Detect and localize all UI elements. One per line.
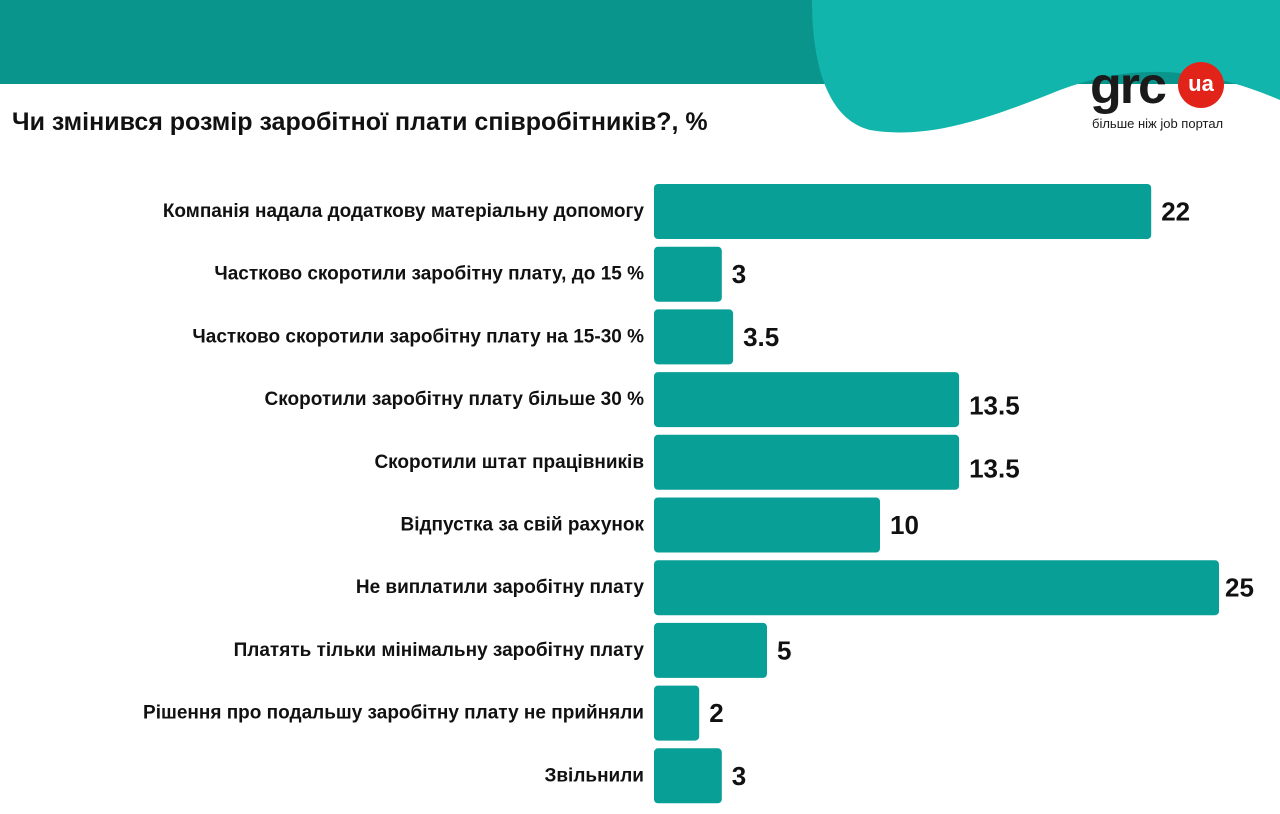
bar-value-6: 25 bbox=[1225, 573, 1254, 603]
bar-label-5: Відпустка за свій рахунок bbox=[400, 515, 644, 536]
bar-0 bbox=[654, 184, 1152, 239]
header-wave bbox=[812, 0, 1280, 133]
bar-value-3: 13.5 bbox=[969, 391, 1020, 421]
header-background bbox=[0, 0, 1280, 133]
bar-label-4: Скоротили штат працівників bbox=[374, 452, 644, 473]
bar-value-5: 10 bbox=[890, 510, 919, 540]
bar-value-9: 3 bbox=[732, 761, 746, 791]
bar-label-1: Частково скоротили заробітну плату, до 1… bbox=[214, 264, 644, 285]
bar-label-7: Платять тільки мінімальну заробітну плат… bbox=[234, 640, 645, 661]
page-title: Чи змінився розмір заробітної плати спів… bbox=[12, 108, 708, 136]
bar-1 bbox=[654, 246, 722, 302]
logo-badge: ua bbox=[1178, 62, 1224, 108]
bar-8 bbox=[654, 685, 700, 741]
bar-label-9: Звільнили bbox=[544, 765, 644, 786]
bar-5 bbox=[654, 497, 880, 553]
bar-label-8: Рішення про подальшу заробітну плату не … bbox=[143, 703, 644, 724]
logo-tagline: більше ніж job портал bbox=[1092, 116, 1224, 131]
logo-word: grc bbox=[1090, 57, 1167, 115]
grc-logo: grc ua більше ніж job портал bbox=[1090, 58, 1240, 138]
bar-4 bbox=[654, 434, 960, 490]
bar-value-0: 22 bbox=[1161, 197, 1190, 227]
bar-9 bbox=[654, 748, 722, 804]
bar-value-8: 2 bbox=[709, 698, 723, 728]
bar-label-0: Компанія надала додаткову матеріальну до… bbox=[163, 201, 645, 222]
bar-3 bbox=[654, 372, 960, 428]
bar-label-3: Скоротили заробітну плату більше 30 % bbox=[265, 389, 645, 410]
bar-label-6: Не виплатили заробітну плату bbox=[356, 577, 645, 598]
bar-label-2: Частково скоротили заробітну плату на 15… bbox=[192, 326, 644, 347]
bar-value-1: 3 bbox=[732, 259, 746, 289]
bar-2 bbox=[654, 309, 734, 365]
bar-6 bbox=[654, 560, 1219, 616]
bar-value-2: 3.5 bbox=[743, 322, 779, 352]
bar-7 bbox=[654, 622, 767, 678]
bar-value-4: 13.5 bbox=[969, 453, 1020, 483]
bar-value-7: 5 bbox=[777, 635, 791, 665]
